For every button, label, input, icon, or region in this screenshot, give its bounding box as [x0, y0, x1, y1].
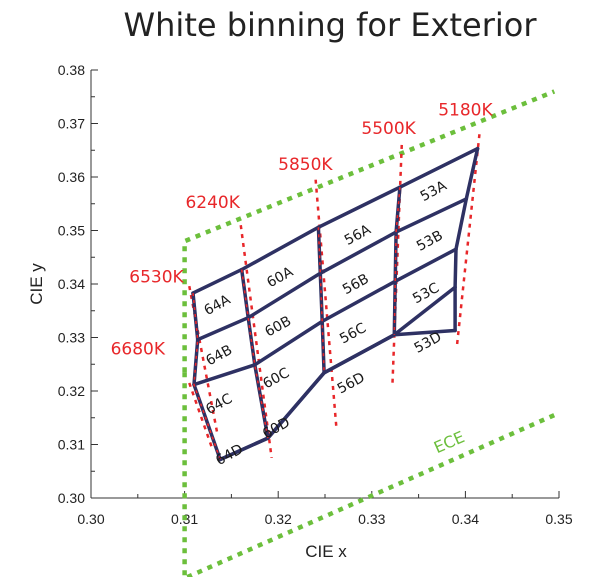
- cct-label: 5500K: [361, 119, 416, 139]
- y-tick-label: 0.35: [58, 223, 85, 239]
- cct-label: 6530K: [129, 267, 184, 287]
- ece-boundary-lower: [182, 372, 556, 577]
- cct-label: 6680K: [111, 340, 166, 360]
- y-tick-label: 0.34: [58, 276, 85, 292]
- bin-label: 64A: [202, 292, 234, 319]
- y-tick-label: 0.38: [58, 62, 85, 78]
- cct-label: 5850K: [278, 155, 333, 175]
- bin-label: 53A: [418, 178, 450, 205]
- bin-label: 60C: [260, 365, 292, 392]
- y-tick-label: 0.32: [58, 383, 85, 399]
- cct-line: [188, 285, 219, 435]
- y-tick-label: 0.37: [58, 116, 85, 132]
- cct-label: 6240K: [185, 193, 240, 213]
- chart-title: White binning for Exterior: [124, 6, 538, 44]
- cct-line: [455, 134, 481, 346]
- bin-label: 53B: [414, 228, 446, 255]
- bin-grid-column-line: [453, 146, 480, 333]
- bin-grid-column-overlay: [393, 187, 401, 335]
- bin-label: 64D: [213, 441, 246, 469]
- y-tick-label: 0.33: [58, 330, 85, 346]
- bin-label: 56B: [340, 271, 372, 298]
- bin-label: 64B: [203, 342, 235, 369]
- bin-grid-column-overlay: [317, 227, 325, 373]
- bin-grid-column-line: [239, 267, 270, 440]
- cct-line: [188, 382, 214, 451]
- bin-label: 60A: [264, 264, 296, 291]
- axes: 0.30 0.31 0.32 0.33 0.34 0.350.300.310.320.33…: [58, 62, 573, 527]
- ece-boundary-upper: [182, 89, 556, 373]
- x-axis-label: CIE x: [305, 542, 347, 561]
- ece-label: ECE: [431, 427, 467, 457]
- bin-grid-column-overlay: [192, 293, 221, 460]
- x-tick-label: 0.34: [452, 511, 479, 527]
- cct-label: 5180K: [438, 100, 493, 120]
- y-tick-label: 0.31: [58, 437, 85, 453]
- bin-label: 64C: [203, 391, 235, 418]
- y-axis-label: CIE y: [27, 263, 46, 305]
- bin-grid-row-line: [191, 146, 480, 295]
- bin-label: 60B: [262, 313, 294, 340]
- x-tick-label: 0.33: [358, 511, 385, 527]
- bin-label: 56C: [337, 320, 369, 347]
- bin-grid-overlay: [192, 187, 401, 460]
- bin-grid-column-line: [392, 185, 402, 337]
- bin-label: 56D: [335, 370, 368, 398]
- bin-grid-column-overlay: [240, 269, 269, 439]
- cct-line: [239, 224, 273, 459]
- y-tick-label: 0.36: [58, 169, 85, 185]
- x-tick-label: 0.35: [545, 511, 572, 527]
- cct-line: [314, 179, 338, 426]
- x-tick-label: 0.32: [265, 511, 292, 527]
- y-tick-label: 0.30: [58, 490, 85, 506]
- ece-boundary: [182, 89, 556, 577]
- x-tick-label: 0.30: [77, 511, 104, 527]
